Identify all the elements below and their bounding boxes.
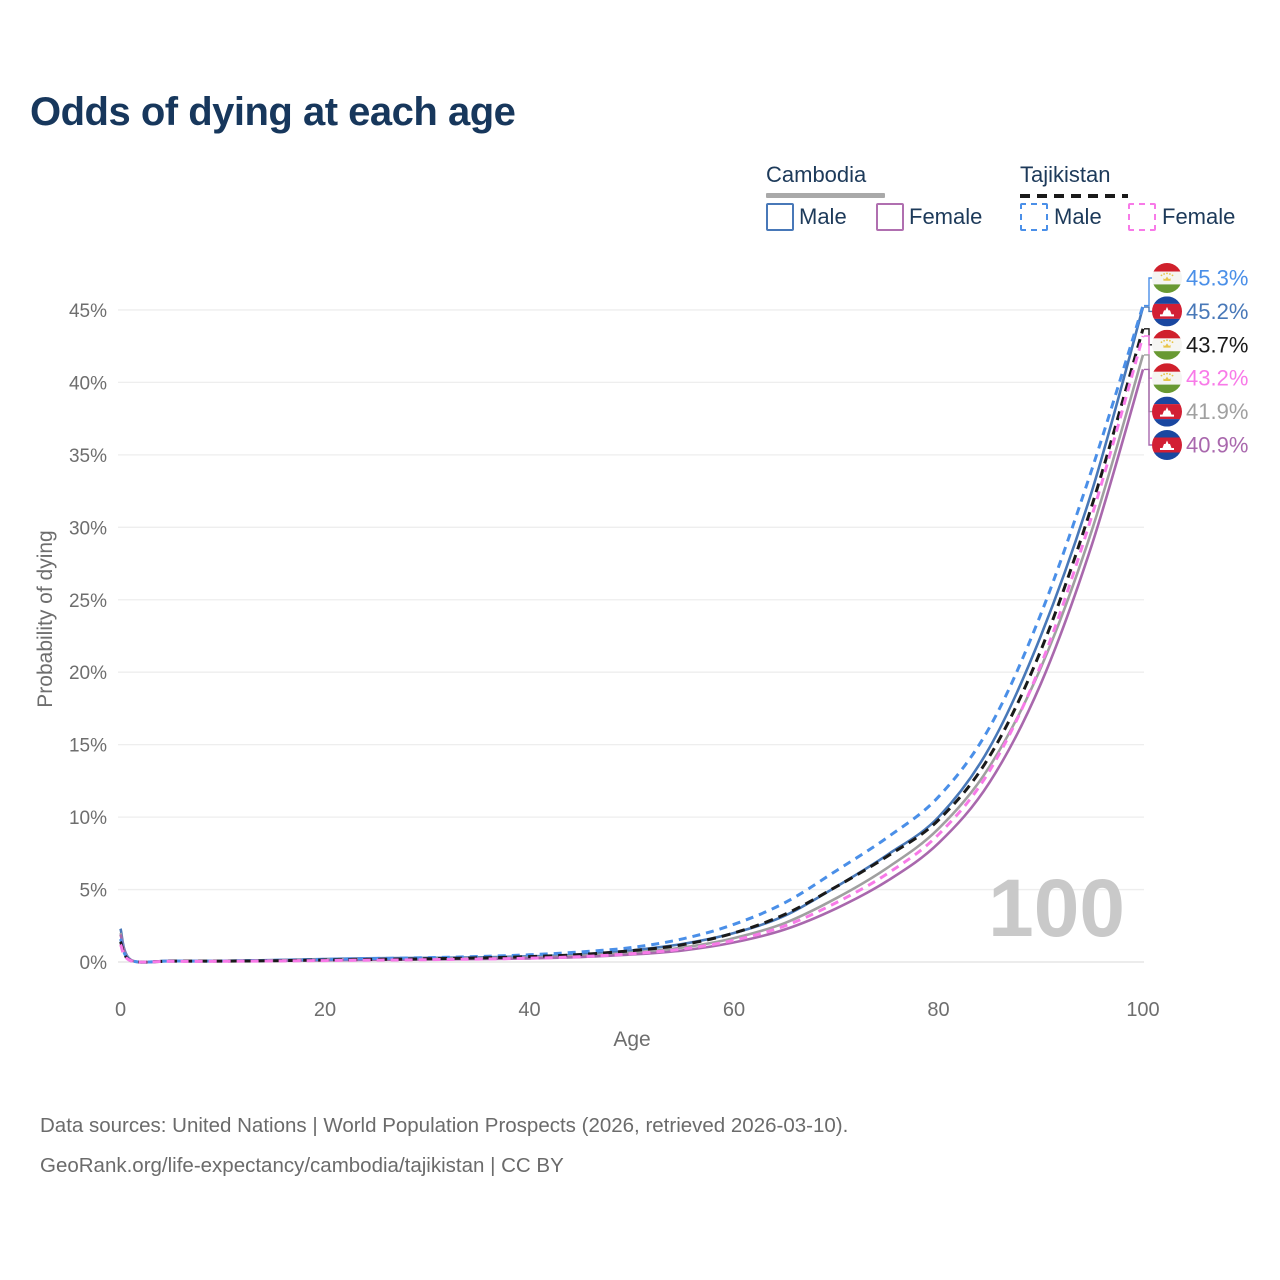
end-label-cambodia-male: 45.2% [1186,299,1248,324]
x-axis-title: Age [613,1028,651,1051]
y-tick-label: 25% [69,591,107,612]
end-label-leader [1144,368,1152,446]
cambodia-flag-icon [1152,430,1182,460]
end-label-leader [1144,335,1152,379]
footer-url: GeoRank.org/life-expectancy/cambodia/taj… [40,1153,564,1177]
legend-toggle-cambodia-male[interactable] [766,203,794,231]
end-label-leader [1144,277,1152,307]
footer: Data sources: United Nations | World Pop… [40,1106,848,1186]
y-tick-label: 15% [69,736,107,757]
legend-tajikistan-line-sample [1020,194,1128,198]
age-counter-watermark: 100 [988,863,1125,954]
y-tick-label: 35% [69,446,107,467]
y-tick-label: 10% [69,808,107,829]
x-tick-label: 40 [518,999,540,1021]
footer-data-sources: Data sources: United Nations | World Pop… [40,1114,849,1137]
legend-cambodia-line-sample [766,193,885,198]
tajikistan-flag-icon [1152,363,1182,394]
cambodia-flag-icon [1152,296,1182,327]
end-label-cambodia-female: 40.9% [1186,433,1248,458]
cambodia-flag-icon [1152,396,1182,427]
y-tick-label: 40% [69,373,107,394]
legend-label-cambodia-male: Male [799,204,847,229]
end-label-tajikistan-male: 45.3% [1186,266,1248,291]
legend: Cambodia Male Female Tajikistan Male Fem… [0,162,1280,242]
y-tick-label: 0% [80,953,108,974]
page-title: Odds of dying at each age [30,90,516,134]
legend-toggle-cambodia-female[interactable] [876,203,904,231]
legend-label-cambodia-female: Female [909,204,983,229]
y-tick-label: 20% [69,663,107,684]
end-label-leader [1144,354,1152,413]
y-tick-label: 30% [69,518,107,539]
y-tick-label: 45% [69,301,107,322]
series-line-tajikistan-female [119,335,1145,964]
legend-country-cambodia: Cambodia [766,162,867,187]
end-label-cambodia: 41.9% [1186,399,1248,424]
x-tick-label: 0 [115,999,126,1021]
tajikistan-flag-icon [1152,329,1182,360]
legend-label-tajikistan-female: Female [1162,204,1236,229]
x-tick-label: 60 [723,999,745,1021]
x-tick-label: 20 [314,999,336,1021]
end-label-leader [1144,328,1152,346]
legend-label-tajikistan-male: Male [1054,204,1102,229]
end-label-tajikistan: 43.7% [1186,332,1248,357]
end-label-leader [1144,306,1152,313]
y-axis-title: Probability of dying [34,530,57,708]
y-tick-label: 5% [80,881,108,902]
legend-country-tajikistan: Tajikistan [1020,162,1111,187]
legend-toggle-tajikistan-male[interactable] [1020,203,1048,231]
x-tick-label: 100 [1126,999,1159,1021]
legend-toggle-tajikistan-female[interactable] [1128,203,1156,231]
end-label-tajikistan-female: 43.2% [1186,366,1248,391]
x-tick-label: 80 [927,999,949,1021]
tajikistan-flag-icon [1152,263,1182,293]
